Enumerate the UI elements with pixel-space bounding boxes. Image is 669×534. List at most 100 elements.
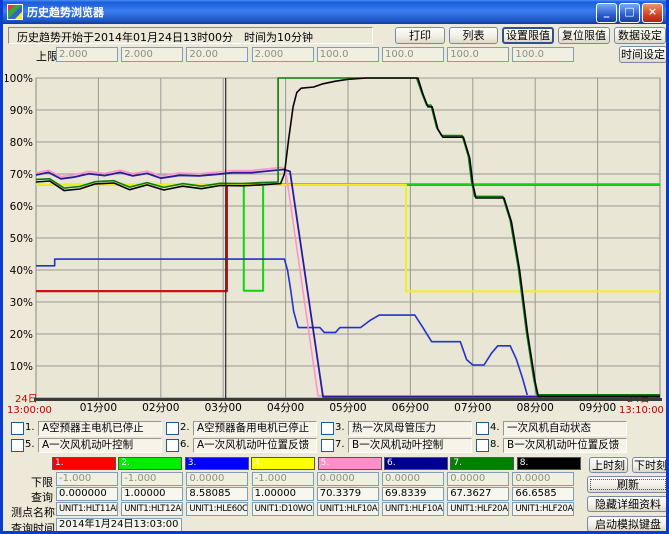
lower-limit-field-2[interactable]: -1.000	[121, 472, 184, 486]
lower-limit-field-5[interactable]: 0.0000	[316, 472, 379, 486]
series-2-name: A空预器备用电机已停止	[193, 421, 317, 436]
data-setting-button[interactable]: 数据设定	[614, 27, 666, 44]
trend-lines	[35, 77, 660, 398]
query-value-4: 1.00000	[251, 487, 314, 501]
query-time-value: 2014年1月24日13:03:00	[56, 518, 182, 531]
app-icon	[7, 4, 23, 20]
series-swatch-6: 6.	[384, 457, 448, 470]
query-value-5: 70.3379	[316, 487, 379, 501]
reset-limits-button[interactable]: 复位限值	[558, 27, 610, 44]
svg-text:13:00:00: 13:00:00	[7, 405, 52, 416]
trend-line	[36, 258, 660, 398]
svg-text:09分00: 09分00	[579, 402, 616, 414]
series-7-name: B一次风机动叶控制	[348, 438, 472, 453]
series-4-number: 4.	[490, 422, 500, 433]
series-8-name: B一次风机动叶位置反馈	[503, 438, 627, 453]
list-button[interactable]: 列表	[449, 27, 498, 44]
series-4-checkbox[interactable]	[476, 422, 489, 435]
time-setting-button[interactable]: 时间设定	[619, 46, 666, 63]
series-swatch-5: 5.	[317, 457, 382, 470]
series-3-number: 3.	[335, 422, 345, 433]
svg-text:70%: 70%	[10, 169, 33, 181]
series-6-checkbox[interactable]	[166, 439, 179, 452]
series-4-name: 一次风机自动状态	[503, 421, 627, 436]
svg-text:30%: 30%	[10, 297, 33, 309]
hide-details-button[interactable]: 隐藏详细资料	[587, 496, 666, 512]
swatch-number: 3.	[187, 458, 197, 468]
swatch-number: 6.	[387, 458, 396, 468]
query-value-label: 查询	[31, 491, 53, 504]
virtual-keyboard-button[interactable]: 启动模拟键盘	[587, 516, 666, 531]
svg-text:02分00: 02分00	[142, 402, 179, 414]
query-value-6: 69.8339	[382, 487, 444, 501]
upper-limit-field-1[interactable]: 2.000	[56, 47, 118, 62]
svg-text:04分00: 04分00	[267, 402, 304, 414]
series-1-name: A空预器主电机已停止	[38, 421, 162, 436]
svg-text:13:10:00: 13:10:00	[619, 405, 664, 416]
point-name-4[interactable]: UNIT1:D10WO21	[251, 502, 314, 516]
lower-limit-field-8[interactable]: 0.0000	[512, 472, 575, 486]
upper-limit-field-8[interactable]: 100.0	[512, 47, 575, 62]
upper-limit-field-5[interactable]: 100.0	[316, 47, 379, 62]
point-name-8[interactable]: UNIT1:HLF20AS	[512, 502, 575, 516]
series-swatch-4: 4.	[251, 457, 316, 470]
refresh-button[interactable]: 刷新	[587, 476, 666, 493]
series-8-checkbox[interactable]	[476, 439, 489, 452]
series-6-number: 6.	[180, 439, 190, 450]
next-time-button[interactable]: 下时刻	[632, 457, 667, 473]
swatch-number: 4.	[254, 458, 263, 468]
series-5-checkbox[interactable]	[11, 439, 24, 452]
lower-limit-field-7[interactable]: 0.0000	[447, 472, 510, 486]
point-name-5[interactable]: UNIT1:HLF10AS	[316, 502, 379, 516]
svg-text:07分00: 07分00	[454, 402, 491, 414]
close-icon[interactable]: ×	[642, 3, 663, 23]
point-name-6[interactable]: UNIT1:HLF10AS	[382, 502, 444, 516]
upper-limit-field-4[interactable]: 2.000	[251, 47, 314, 62]
series-1-checkbox[interactable]	[11, 422, 24, 435]
series-3-checkbox[interactable]	[321, 422, 334, 435]
svg-text:20%: 20%	[10, 329, 33, 341]
series-7-number: 7.	[335, 439, 345, 450]
point-name-2[interactable]: UNIT1:HLT12AI	[121, 502, 184, 516]
trend-info-panel: 历史趋势开始于2014年01月24日13时00分 时间为10分钟	[8, 27, 373, 44]
lower-limit-field-1[interactable]: -1.000	[56, 472, 118, 486]
svg-text:08分00: 08分00	[517, 402, 554, 414]
point-name-3[interactable]: UNIT1:HLE60CI	[186, 502, 249, 516]
series-1-number: 1.	[25, 422, 35, 433]
minimize-icon[interactable]: _	[596, 3, 617, 23]
series-8-number: 8.	[490, 439, 500, 450]
svg-text:90%: 90%	[10, 105, 33, 117]
window-title: 历史趋势浏览器	[27, 6, 104, 19]
print-button[interactable]: 打印	[395, 27, 445, 44]
upper-limit-field-2[interactable]: 2.000	[121, 47, 184, 62]
lower-limit-label: 下限	[31, 476, 53, 489]
query-value-1: 0.000000	[56, 487, 118, 501]
point-name-7[interactable]: UNIT1:HLF20AS	[447, 502, 510, 516]
set-limits-button[interactable]: 设置限值	[502, 27, 554, 44]
trend-info-text: 历史趋势开始于2014年01月24日13时00分 时间为10分钟	[17, 31, 313, 44]
upper-limit-field-7[interactable]: 100.0	[447, 47, 510, 62]
series-5-number: 5.	[25, 439, 35, 450]
trend-chart[interactable]: 100% 90% 80% 70% 60% 50% 40% 30% 20% 10% 01分00 02分0…	[3, 71, 666, 422]
swatch-number: 8.	[519, 458, 529, 468]
lower-limit-field-6[interactable]: 0.0000	[382, 472, 444, 486]
point-name-1[interactable]: UNIT1:HLT11AI	[56, 502, 118, 516]
series-2-checkbox[interactable]	[166, 422, 179, 435]
prev-time-button[interactable]: 上时刻	[589, 457, 628, 473]
svg-text:50%: 50%	[10, 233, 33, 245]
lower-limit-field-3[interactable]: 0.0000	[186, 472, 249, 486]
upper-limit-field-6[interactable]: 100.0	[382, 47, 444, 62]
query-value-3: 8.58085	[186, 487, 249, 501]
series-5-name: A一次风机动叶控制	[38, 438, 162, 453]
svg-text:24日: 24日	[15, 394, 38, 405]
lower-limit-field-4[interactable]: -1.000	[251, 472, 314, 486]
upper-limit-field-3[interactable]: 20.00	[186, 47, 249, 62]
trend-line	[35, 77, 660, 398]
series-2-number: 2.	[180, 422, 190, 433]
series-7-checkbox[interactable]	[321, 439, 334, 452]
title-bar[interactable]: 历史趋势浏览器 _ □ ×	[3, 0, 666, 24]
maximize-icon[interactable]: □	[619, 3, 640, 23]
trend-line	[35, 168, 660, 398]
x-axis-labels: 01分00 02分00 03分00 04分00 05分00 06分00 07分00 08分00…	[80, 402, 616, 414]
